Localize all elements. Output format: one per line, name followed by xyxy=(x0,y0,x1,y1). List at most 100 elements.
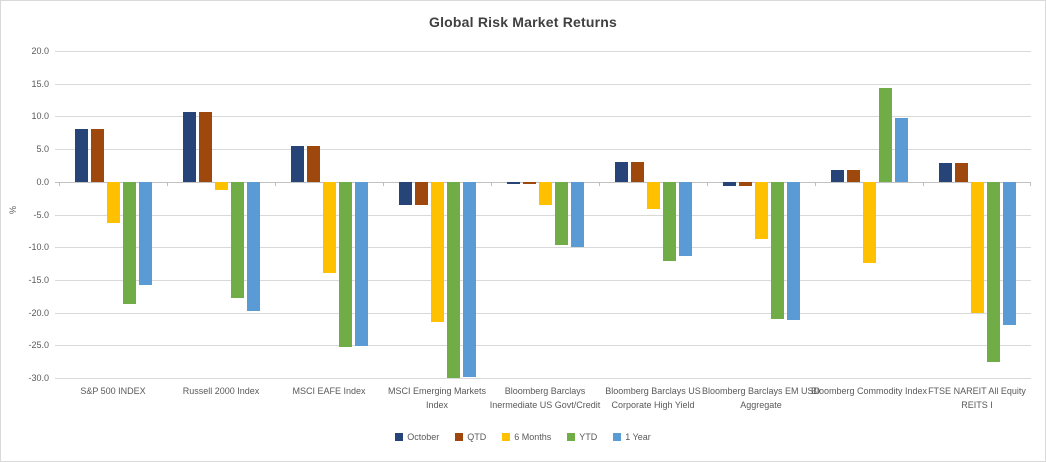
gridline xyxy=(55,51,1031,52)
y-tick-label: -30.0 xyxy=(28,373,49,383)
bar-qtd xyxy=(90,129,104,182)
bar-6-months xyxy=(106,181,120,223)
y-tick-label: 15.0 xyxy=(31,78,49,89)
legend-label: 1 Year xyxy=(625,432,651,442)
category-axis-tick xyxy=(707,181,708,186)
bar-1-year xyxy=(138,181,152,286)
bar-6-months xyxy=(970,181,984,314)
legend-label: 6 Months xyxy=(514,432,552,442)
bar-october xyxy=(74,129,88,182)
chart-title: Global Risk Market Returns xyxy=(428,14,618,30)
plot-area xyxy=(55,51,1031,379)
legend-item: 6 Months xyxy=(502,432,551,442)
bar-qtd xyxy=(954,163,968,182)
gridline xyxy=(55,279,1031,281)
y-tick-label: -10.0 xyxy=(28,242,49,253)
bar-1-year xyxy=(894,117,908,182)
bar-6-months xyxy=(754,181,768,240)
bar-qtd xyxy=(630,162,644,182)
bar-ytd xyxy=(770,181,784,320)
bar-qtd xyxy=(738,181,752,186)
bar-6-months xyxy=(646,181,660,210)
legend-item: QTD xyxy=(455,432,486,442)
category-label: MSCI EAFE Index xyxy=(292,386,366,396)
bar-october xyxy=(398,181,412,205)
bar-6-months xyxy=(322,181,336,274)
y-tick-label: 20.0 xyxy=(31,46,49,56)
bar-october xyxy=(290,146,304,182)
bar-october xyxy=(722,181,736,186)
legend-swatch xyxy=(455,433,464,441)
category-label: Bloomberg Barclays Inermediate US Govt/C… xyxy=(489,386,601,410)
category-label: Bloomberg Barclays EM USD Aggregate xyxy=(701,386,821,410)
bar-qtd xyxy=(522,181,536,184)
bar-1-year xyxy=(786,181,800,320)
legend-item: 1 Year xyxy=(613,432,651,442)
bar-6-months xyxy=(214,181,228,191)
bar-ytd xyxy=(338,181,352,348)
y-tick-label: 5.0 xyxy=(36,144,49,155)
legend-item: YTD xyxy=(567,432,597,442)
y-tick-label: -20.0 xyxy=(28,307,49,318)
y-tick-label: -15.0 xyxy=(28,274,49,285)
bar-1-year xyxy=(678,181,692,257)
category-label: Russell 2000 Index xyxy=(182,386,260,396)
y-axis: 20.0 15.0 10.0 5.0 0.0 -5.0 -10.0 -15.0 -20.0 -25… xyxy=(1,46,51,383)
bar-6-months xyxy=(538,181,552,206)
bar-6-months xyxy=(430,181,444,323)
bar-qtd xyxy=(414,181,428,205)
category-axis-tick xyxy=(383,181,384,186)
category-axis-tick xyxy=(59,181,60,186)
bar-ytd xyxy=(662,181,676,261)
gridline xyxy=(55,312,1031,314)
bar-ytd xyxy=(878,87,892,182)
bar-october xyxy=(938,163,952,182)
category-label: S&P 500 INDEX xyxy=(80,386,146,396)
legend-swatch xyxy=(502,433,511,441)
y-tick-label: 0.0 xyxy=(36,176,49,187)
gridline xyxy=(55,116,1031,118)
category-axis-tick xyxy=(167,181,168,186)
bar-1-year xyxy=(246,181,260,312)
legend-label: YTD xyxy=(579,432,598,442)
bar-ytd xyxy=(122,181,136,305)
legend-swatch xyxy=(567,433,576,441)
legend-label: October xyxy=(407,432,440,442)
bar-1-year xyxy=(354,181,368,346)
gridline xyxy=(55,247,1031,249)
bar-ytd xyxy=(554,181,568,246)
category-label: Bloomberg Barclays US Corporate High Yie… xyxy=(605,386,701,410)
bar-1-year xyxy=(570,181,584,247)
bar-1-year xyxy=(462,181,476,378)
gridline xyxy=(55,214,1031,216)
gridline xyxy=(55,345,1031,347)
legend-label: QTD xyxy=(467,432,487,442)
legend-item: October xyxy=(395,432,439,442)
y-tick-label: 10.0 xyxy=(31,111,49,122)
category-label: FTSE NAREIT All Equity REITS I xyxy=(928,386,1026,410)
legend-swatch xyxy=(613,433,622,441)
category-axis-tick xyxy=(599,181,600,186)
legend: October QTD 6 Months YTD 1 Year xyxy=(1,432,1045,442)
category-axis-tick xyxy=(1030,181,1031,186)
bar-october xyxy=(506,181,520,184)
bar-ytd xyxy=(446,181,460,378)
bar-ytd xyxy=(986,181,1000,363)
bar-6-months xyxy=(862,181,876,263)
y-tick-label: -25.0 xyxy=(28,340,49,351)
bar-october xyxy=(830,170,844,182)
gridline xyxy=(55,378,1031,379)
category-label: MSCI Emerging Markets Index xyxy=(387,386,487,410)
category-axis-tick xyxy=(491,181,492,186)
gridline xyxy=(55,83,1031,85)
bar-ytd xyxy=(230,181,244,299)
category-axis-tick xyxy=(275,181,276,186)
category-axis: S&P 500 INDEX Russell 2000 Index MSCI EAFE… xyxy=(1,384,1045,430)
gridline xyxy=(55,149,1031,151)
legend-swatch xyxy=(395,433,404,441)
bar-qtd xyxy=(198,112,212,182)
category-label: Bloomberg Commodity Index xyxy=(810,386,928,396)
bar-qtd xyxy=(846,170,860,182)
category-axis-tick xyxy=(923,181,924,186)
